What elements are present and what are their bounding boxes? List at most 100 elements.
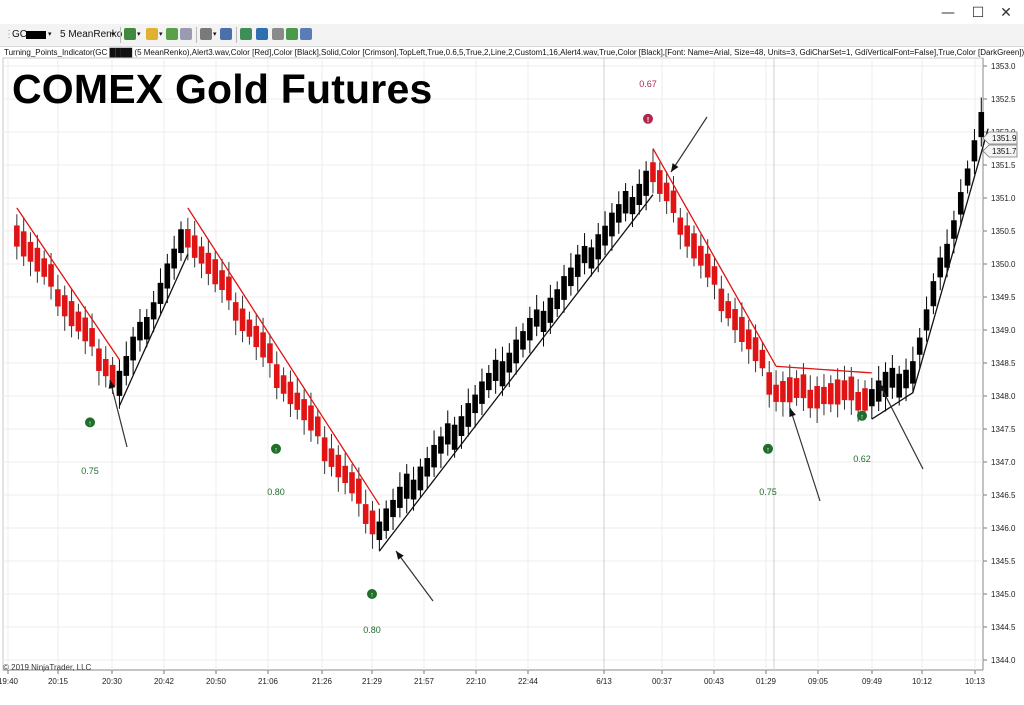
- x-tick-label: 22:10: [466, 677, 487, 686]
- chevron-down-icon[interactable]: ▾: [213, 31, 217, 38]
- buy-signal-icon: [763, 443, 773, 454]
- y-tick-label: 1345.5: [991, 557, 1016, 566]
- candle-body: [745, 329, 752, 350]
- y-tick-label: 1350.0: [991, 260, 1016, 269]
- y-tick-label: 1344.5: [991, 623, 1016, 632]
- candle-body: [773, 384, 779, 402]
- candle-body: [486, 372, 492, 391]
- x-tick-label: 10:13: [965, 677, 986, 686]
- x-tick-label: 21:26: [312, 677, 333, 686]
- candle-body: [663, 182, 670, 202]
- indicators-icon[interactable]: [240, 28, 252, 40]
- arrow-head: [396, 551, 404, 560]
- candle-body: [232, 302, 239, 321]
- candle-body: [342, 465, 348, 483]
- pencil-icon[interactable]: [146, 28, 158, 40]
- annotation-arrow: [109, 379, 128, 448]
- properties-icon[interactable]: [220, 28, 232, 40]
- annotation-arrow: [789, 407, 821, 502]
- bar-type-icon[interactable]: [124, 28, 136, 40]
- x-tick-label: 6/13: [596, 677, 612, 686]
- candle-body: [349, 472, 355, 494]
- chevron-down-icon[interactable]: ▾: [159, 31, 163, 38]
- x-tick-label: 09:49: [862, 677, 883, 686]
- arrow-head: [879, 383, 886, 392]
- candle-body: [424, 458, 431, 477]
- candle-body: [308, 405, 314, 431]
- trailing-line: [187, 207, 380, 506]
- y-tick-label: 1353.0: [991, 62, 1016, 71]
- candle-body: [376, 521, 383, 541]
- chevron-down-icon[interactable]: ▾: [48, 31, 52, 38]
- candle-body: [20, 231, 27, 257]
- candle-body: [89, 328, 95, 347]
- chart-area[interactable]: 1353.01352.51352.01351.51351.01350.51350…: [0, 46, 1024, 700]
- close-button[interactable]: ✕: [1000, 5, 1012, 21]
- candle-body: [383, 508, 389, 531]
- zoom-icon[interactable]: [200, 28, 212, 40]
- x-tick-label: 20:42: [154, 677, 175, 686]
- candle-body: [369, 510, 376, 535]
- maximize-button[interactable]: ☐: [971, 5, 985, 21]
- candle-body: [561, 276, 567, 300]
- crosshair-icon[interactable]: [166, 28, 178, 40]
- trailing-line: [378, 194, 654, 552]
- candle-body: [574, 254, 581, 277]
- candle-body: [978, 112, 985, 138]
- candle-body: [910, 361, 916, 384]
- candle-body: [732, 309, 738, 331]
- candle-body: [506, 352, 513, 373]
- candle-body: [171, 248, 177, 269]
- candle-body: [328, 448, 335, 467]
- candle-body: [554, 289, 560, 310]
- chevron-down-icon[interactable]: ▾: [137, 31, 141, 38]
- candle-body: [61, 295, 68, 317]
- period-selector[interactable]: 5 MeanRenko: [60, 29, 123, 40]
- candle-body: [287, 381, 294, 405]
- y-tick-label: 1350.5: [991, 227, 1016, 236]
- y-tick-label: 1346.5: [991, 491, 1016, 500]
- x-tick-label: 21:57: [414, 677, 435, 686]
- candle-body: [403, 473, 410, 499]
- y-tick-label: 1351.0: [991, 194, 1016, 203]
- y-tick-label: 1351.5: [991, 161, 1016, 170]
- trailing-line: [776, 365, 872, 374]
- grip-icon: ⋮: [4, 29, 14, 40]
- candle-body: [239, 308, 246, 331]
- x-tick-label: 20:30: [102, 677, 123, 686]
- money-icon[interactable]: [286, 28, 298, 40]
- candle-body: [903, 369, 909, 389]
- candle-body: [390, 499, 396, 518]
- candle-body: [957, 192, 964, 215]
- candle-body: [212, 259, 218, 285]
- data-box-icon[interactable]: [272, 28, 284, 40]
- candle-body: [875, 380, 882, 402]
- signal-glyph: ↑: [370, 592, 374, 599]
- candle-body: [178, 229, 184, 254]
- candle-body: [321, 437, 328, 462]
- candle-body: [636, 183, 643, 206]
- candle-body: [828, 383, 834, 405]
- candle-body: [96, 348, 102, 371]
- minimize-button[interactable]: —: [941, 5, 955, 21]
- candle-body: [444, 423, 451, 445]
- signal-glyph: ↑: [88, 420, 92, 427]
- candle-body: [260, 332, 266, 358]
- price-chart[interactable]: 1353.01352.51352.01351.51351.01350.51350…: [0, 46, 1024, 700]
- candle-body: [821, 386, 827, 405]
- candle-body: [356, 478, 362, 504]
- candle-body: [622, 190, 629, 214]
- candle-body: [547, 297, 554, 323]
- x-tick-label: 09:05: [808, 677, 829, 686]
- templates-icon[interactable]: [300, 28, 312, 40]
- chevron-down-icon[interactable]: ▾: [111, 31, 115, 38]
- candle-body: [492, 359, 499, 381]
- strategies-icon[interactable]: [256, 28, 268, 40]
- instrument-selector[interactable]: GC: [12, 29, 27, 40]
- y-tick-label: 1347.0: [991, 458, 1016, 467]
- candle-body: [841, 380, 848, 401]
- x-tick-label: 20:50: [206, 677, 227, 686]
- candle-body: [923, 309, 930, 331]
- price-marker: [982, 131, 1018, 145]
- pointer-icon[interactable]: [180, 28, 192, 40]
